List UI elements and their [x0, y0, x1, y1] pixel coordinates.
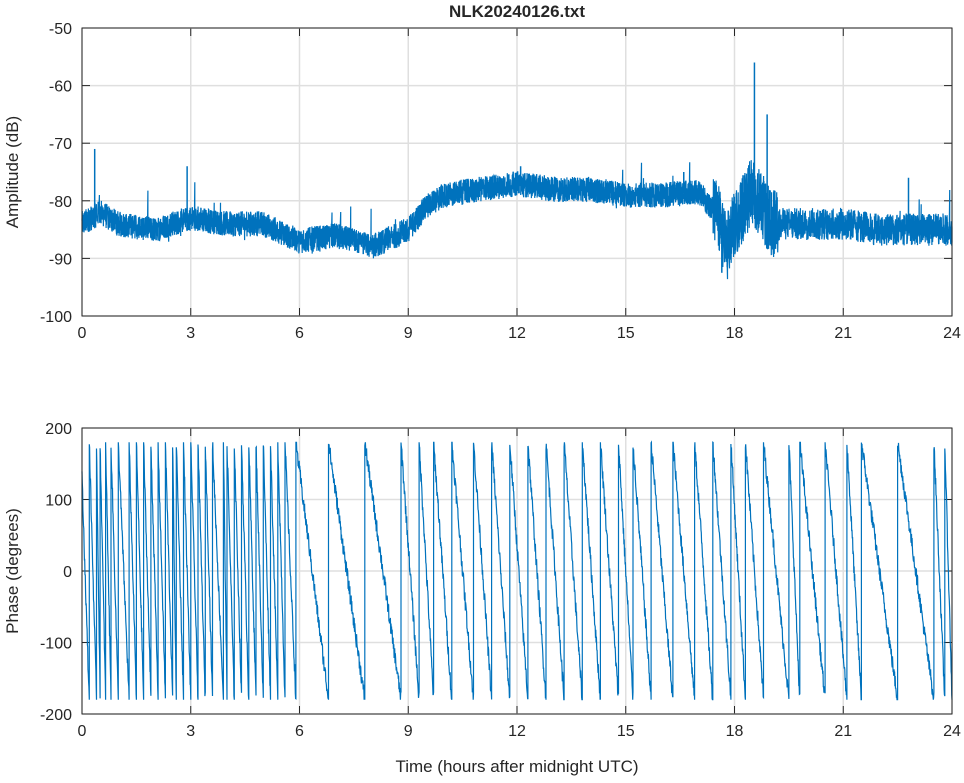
amplitude-series-line: [81, 160, 953, 280]
amplitude-axes: 0 3 6 9 12 15 18 21 24 -50 -60 -70 -80 -90 -100: [40, 21, 961, 342]
x-tick-label: 18: [726, 325, 744, 342]
x-tick-label: 12: [508, 723, 526, 740]
x-tick-label: 6: [295, 723, 304, 740]
chart-title: NLK20240126.txt: [449, 2, 585, 21]
x-tick-label: 9: [404, 723, 413, 740]
x-tick-label: 24: [943, 325, 961, 342]
x-tick-label: 6: [295, 325, 304, 342]
x-tick-label: 3: [186, 723, 195, 740]
y-tick-label: 100: [45, 493, 72, 510]
axes-box: [81, 27, 953, 317]
x-tick-label: 24: [943, 723, 961, 740]
x-tick-label: 18: [726, 723, 744, 740]
x-axis-label: Time (hours after midnight UTC): [395, 757, 638, 776]
y-tick-label: -60: [49, 79, 72, 96]
x-tick-label: 3: [186, 325, 195, 342]
x-tick-label: 0: [78, 325, 87, 342]
y-tick-label: -100: [40, 309, 72, 326]
phase-axes: 0 3 6 9 12 15 18 21 24 200 100 0 -100 -200: [40, 421, 961, 740]
phase-series-line: [81, 440, 953, 701]
y-tick-label: -80: [49, 194, 72, 211]
x-tick-label: 0: [78, 723, 87, 740]
x-tick-label: 21: [834, 723, 852, 740]
amplitude-y-label: Amplitude (dB): [3, 116, 22, 228]
y-tick-label: -70: [49, 136, 72, 153]
y-tick-label: -90: [49, 251, 72, 268]
axes-box: [81, 427, 953, 715]
phase-y-label: Phase (degrees): [3, 508, 22, 634]
x-tick-label: 21: [834, 325, 852, 342]
y-tick-label: 0: [63, 564, 72, 581]
x-tick-label: 12: [508, 325, 526, 342]
y-tick-label: 200: [45, 421, 72, 438]
y-tick-label: -100: [40, 636, 72, 653]
y-tick-label: -200: [40, 707, 72, 724]
x-tick-label: 9: [404, 325, 413, 342]
x-tick-label: 15: [617, 723, 635, 740]
y-tick-label: -50: [49, 21, 72, 38]
x-tick-label: 15: [617, 325, 635, 342]
